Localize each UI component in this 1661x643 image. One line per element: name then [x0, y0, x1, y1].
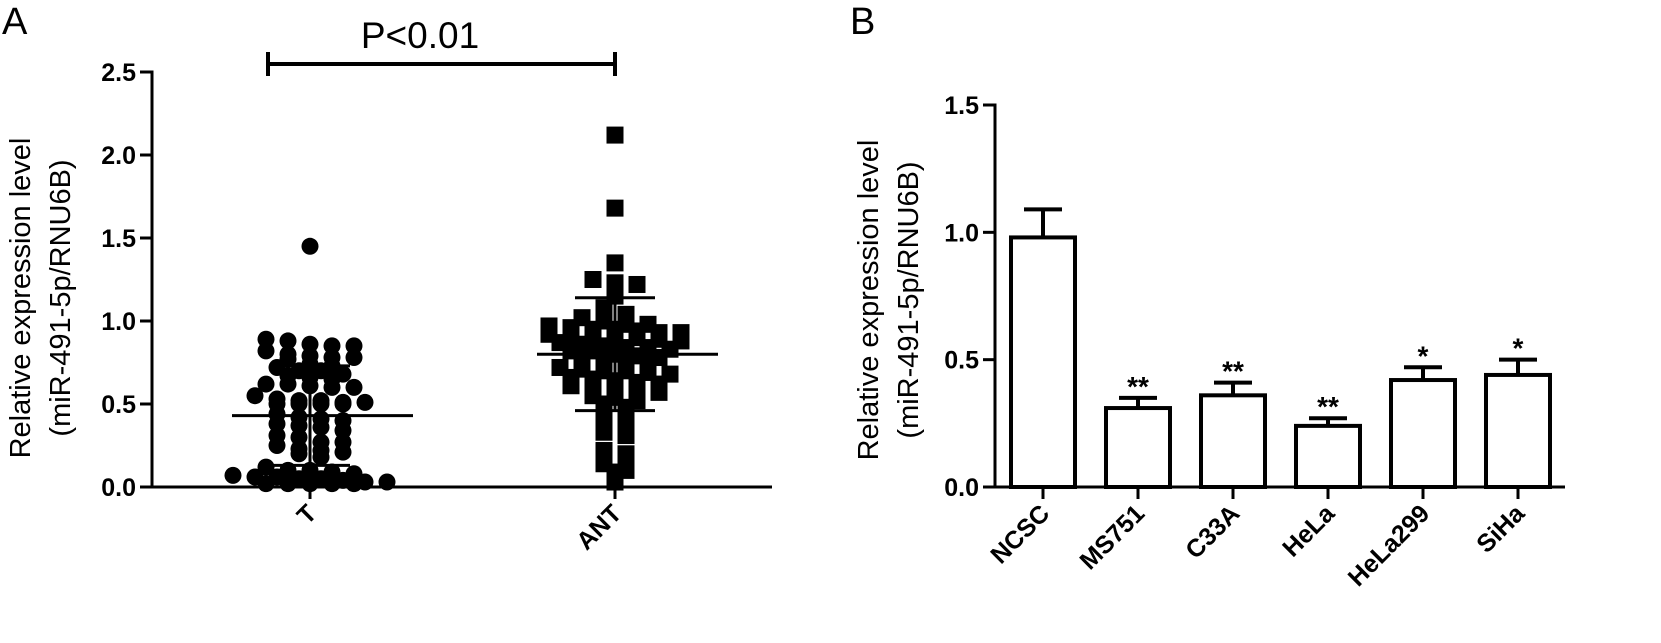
data-point-circle: [301, 335, 319, 353]
data-point-circle: [345, 349, 363, 367]
x-tick-label-b: C33A: [1180, 499, 1245, 564]
x-tick-label-b: SiHa: [1471, 499, 1531, 559]
significance-stars: **: [1222, 356, 1244, 387]
data-point-circle: [290, 395, 308, 413]
data-point-square: [606, 473, 624, 491]
bar: [1484, 372, 1552, 489]
significance-stars: **: [1127, 371, 1149, 402]
data-point-square: [617, 445, 635, 463]
y-axis-title-a-line2: (miR-491-5p/RNU6B): [45, 159, 77, 436]
data-point-circle: [268, 415, 286, 433]
data-point-circle: [290, 428, 308, 446]
y-axis-title-a-line1: Relative expression level: [5, 138, 37, 459]
data-point-square: [595, 441, 613, 459]
data-point-circle: [356, 393, 374, 411]
data-point-circle: [334, 395, 352, 413]
panel-a: A Relative expression level (miR-491-5p/…: [2, 1, 772, 556]
y-axis-title-b-line1: Relative expression level: [853, 140, 885, 461]
data-point-circle: [334, 443, 352, 461]
data-point-circle: [268, 437, 286, 454]
y-tick-label-a: 1.5: [101, 225, 136, 253]
data-point-circle: [224, 466, 242, 484]
data-point-circle: [312, 448, 330, 466]
data-point-circle: [312, 418, 330, 436]
data-point-circle: [345, 475, 363, 493]
data-point-square: [628, 275, 646, 293]
data-point-circle: [290, 417, 308, 435]
y-tick-label-a: 0.0: [101, 474, 136, 502]
significance-label: P<0.01: [361, 15, 479, 56]
bar: [1389, 378, 1457, 490]
data-point-circle: [279, 475, 297, 493]
y-tick-label-b: 1.5: [944, 92, 979, 120]
significance-stars: *: [1418, 340, 1429, 371]
x-tick-label-b: HeLa299: [1343, 499, 1436, 592]
data-point-circle: [279, 332, 297, 350]
panel-b-letter: B: [850, 1, 875, 43]
data-point-circle: [257, 375, 275, 393]
panel-a-letter: A: [2, 1, 28, 43]
x-tick-label-b: HeLa: [1277, 499, 1341, 563]
data-point-square: [606, 274, 624, 292]
data-point-square: [650, 383, 668, 401]
x-tick-label-a: ANT: [571, 499, 627, 555]
data-point-circle: [246, 387, 264, 405]
data-point-circle: [323, 475, 341, 493]
data-point-circle: [301, 237, 319, 255]
y-axis-title-b-line2: (miR-491-5p/RNU6B): [893, 161, 925, 438]
bar: [1294, 423, 1362, 490]
y-tick-label-b: 0.0: [944, 474, 979, 502]
y-tick-label-b: 1.0: [944, 219, 979, 247]
y-tick-label-a: 2.0: [101, 142, 136, 170]
y-tick-label-a: 2.5: [101, 59, 136, 87]
y-axis-title-b: Relative expression level (miR-491-5p/RN…: [853, 140, 925, 461]
data-point-circle: [257, 330, 275, 348]
data-point-square: [617, 427, 635, 445]
data-point-square: [606, 254, 624, 272]
data-point-circle: [345, 337, 363, 355]
data-point-square: [562, 377, 580, 395]
data-point-square: [606, 126, 624, 144]
data-point-square: [595, 423, 613, 441]
data-point-circle: [290, 445, 308, 463]
data-point-circle: [323, 337, 341, 355]
data-point-circle: [323, 378, 341, 396]
y-tick-label-b: 0.5: [944, 347, 979, 375]
x-tick-label-a: T: [292, 499, 323, 530]
x-tick-label-b: MS751: [1074, 499, 1150, 575]
data-point-square: [595, 299, 613, 317]
x-tick-label-b: NCSC: [985, 499, 1055, 569]
data-point-square: [584, 271, 602, 288]
data-point-circle: [257, 458, 275, 476]
y-tick-label-a: 1.0: [101, 308, 136, 336]
bar: [1009, 235, 1077, 489]
y-tick-label-a: 0.5: [101, 391, 136, 419]
y-axis-title-a: Relative expression level (miR-491-5p/RN…: [5, 138, 77, 459]
bar: [1104, 406, 1172, 490]
data-point-circle: [257, 342, 275, 360]
bar: [1199, 393, 1267, 490]
data-point-circle: [257, 475, 275, 493]
data-point-circle: [378, 473, 396, 491]
panel-b: B Relative expression level (miR-491-5p/…: [850, 1, 1565, 592]
data-point-circle: [345, 378, 363, 396]
data-point-circle: [301, 475, 319, 493]
data-point-circle: [279, 375, 297, 393]
data-point-circle: [334, 422, 352, 440]
data-point-circle: [312, 395, 330, 413]
data-point-square: [606, 199, 624, 217]
significance-stars: **: [1317, 391, 1339, 422]
significance-stars: *: [1513, 333, 1524, 364]
